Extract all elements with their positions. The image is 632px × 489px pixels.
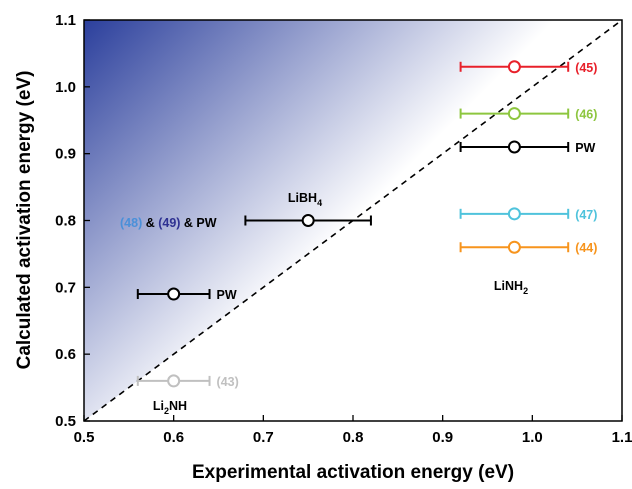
linh2-label: LiNH2	[494, 279, 528, 296]
reference-segment: &	[142, 216, 158, 230]
y-tick-label: 1.0	[55, 79, 76, 96]
reference-segment: (49)	[158, 216, 180, 230]
data-point	[507, 140, 521, 154]
data-point	[507, 240, 521, 254]
point-label: (46)	[575, 108, 597, 122]
data-point	[507, 107, 521, 121]
point-label: (44)	[575, 241, 597, 255]
data-point	[167, 374, 181, 388]
point-labels: (45) (46) PW (47) (44) PW (43)	[217, 61, 598, 389]
point-label: PW	[575, 141, 595, 155]
y-axis-title: Calculated activation energy (eV)	[14, 71, 35, 370]
data-point	[507, 207, 521, 221]
libh4-references: (48) & (49) & PW	[120, 216, 217, 230]
data-point	[301, 214, 315, 227]
y-tick-label: 0.8	[55, 213, 76, 230]
y-tick-label: 0.7	[55, 279, 76, 296]
point-label: (43)	[217, 375, 239, 389]
y-tick-label: 1.1	[55, 12, 76, 29]
li2nh-label: Li2NH	[153, 399, 187, 416]
point-label: (47)	[575, 208, 597, 222]
y-tick-label: 0.6	[55, 346, 76, 363]
reference-segment: & PW	[180, 216, 216, 230]
point-label: (45)	[575, 61, 597, 75]
reference-segment: (48)	[120, 216, 142, 230]
x-tick-label: 1.0	[522, 429, 543, 446]
y-axis: 0.5 0.6 0.7 0.8 0.9 1.0 1.1	[55, 12, 90, 430]
data-point	[167, 287, 181, 301]
x-tick-label: 0.5	[74, 429, 95, 446]
point-label: PW	[217, 288, 237, 302]
data-points	[136, 60, 570, 388]
y-tick-label: 0.5	[55, 413, 76, 430]
libh4-label: LiBH4	[288, 191, 322, 208]
x-axis-title: Experimental activation energy (eV)	[192, 462, 514, 483]
x-tick-label: 0.9	[432, 429, 453, 446]
x-tick-label: 0.7	[253, 429, 274, 446]
data-point	[507, 60, 521, 74]
x-tick-label: 1.1	[612, 429, 632, 446]
x-tick-label: 0.8	[343, 429, 364, 446]
x-axis: 0.5 0.6 0.7 0.8 0.9 1.0 1.1	[74, 415, 632, 446]
x-tick-label: 0.6	[163, 429, 184, 446]
y-tick-label: 0.9	[55, 146, 76, 163]
